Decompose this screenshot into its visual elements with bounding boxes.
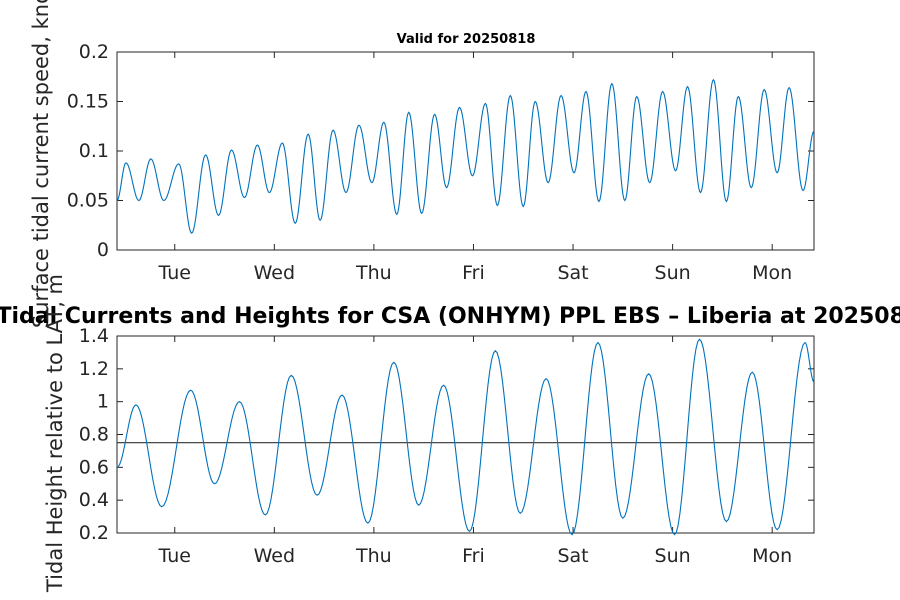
tidal-height-axes: 0.2 0.4 0.6 0.8 1 1.2 1.4 Tue Wed Thu Fri Sat Sun Mon xyxy=(79,325,815,567)
height-series-line xyxy=(116,338,815,536)
current-ytick-label: 0.05 xyxy=(67,190,109,212)
height-xtick-label: Sun xyxy=(655,545,691,567)
current-xtick-label: Sun xyxy=(655,262,691,284)
height-xtick-label: Tue xyxy=(158,545,191,567)
figure-title: Tidal Currents and Heights for CSA (ONHY… xyxy=(0,304,900,329)
current-xtick-label: Mon xyxy=(752,262,792,284)
height-ytick-label: 0.6 xyxy=(79,456,109,478)
height-ytick-label: 1 xyxy=(97,391,109,413)
height-xtick-label: Sat xyxy=(557,545,588,567)
chart-title-current: Valid for 20250818 xyxy=(397,32,536,47)
current-xtick-label: Thu xyxy=(355,262,392,284)
current-ytick-label: 0.1 xyxy=(79,140,109,162)
current-ytick-label: 0.15 xyxy=(67,91,109,113)
height-ytick-label: 0.8 xyxy=(79,424,109,446)
height-xtick-label: Mon xyxy=(752,545,792,567)
height-xtick-label: Thu xyxy=(355,545,392,567)
y-axis-label-current: Surface tidal current speed, knots xyxy=(29,0,53,328)
height-plot-area xyxy=(116,335,815,534)
current-xtick-label: Fri xyxy=(462,262,485,284)
y-axis-label-height: Tidal Height relative to LAT, m xyxy=(43,274,67,593)
current-speed-axes: 0 0.05 0.1 0.15 0.2 Tue Wed Thu Fri Sat Sun Mon xyxy=(67,41,815,284)
current-xtick-label: Wed xyxy=(254,262,295,284)
current-xtick-label: Sat xyxy=(557,262,588,284)
height-ytick-label: 1.2 xyxy=(79,358,109,380)
height-xtick-label: Wed xyxy=(254,545,295,567)
current-plot-area xyxy=(116,51,815,251)
current-xtick-label: Tue xyxy=(158,262,191,284)
height-ytick-label: 1.4 xyxy=(79,325,109,347)
height-ytick-label: 0.4 xyxy=(79,489,109,511)
height-ytick-label: 0.2 xyxy=(79,522,109,544)
current-ytick-label: 0 xyxy=(97,239,109,261)
current-series-line xyxy=(116,78,815,234)
current-ytick-label: 0.2 xyxy=(79,41,109,63)
height-xtick-label: Fri xyxy=(462,545,485,567)
